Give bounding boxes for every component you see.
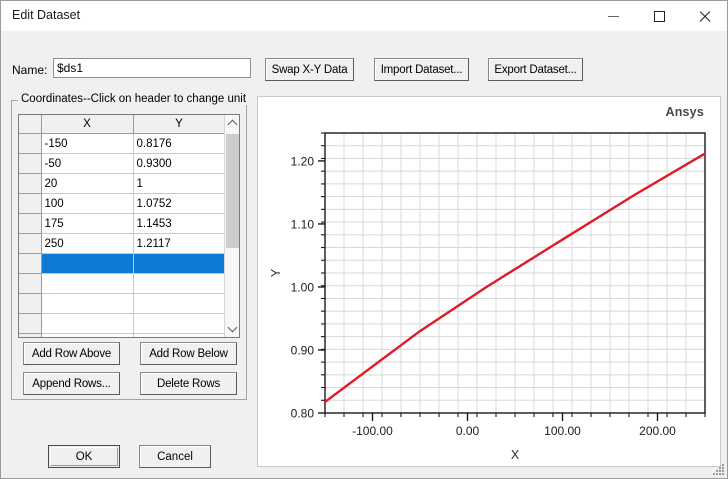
chart-panel[interactable]: Ansys 0.80 0.90 1.00 1.10 1.20 -100.00 0.00 100… [257,96,721,467]
row-selector[interactable] [19,233,42,254]
cell-y[interactable]: 0.8176 [133,133,226,154]
minimize-button[interactable] [592,1,637,31]
svg-text:X: X [511,448,520,462]
title-bar[interactable]: Edit Dataset [1,1,727,31]
svg-text:200.00: 200.00 [639,424,676,438]
table-row[interactable]: -50 0.9300 [19,153,226,174]
ok-button[interactable]: OK [48,445,120,468]
maximize-icon [654,11,665,22]
cell-x[interactable]: 250 [41,233,134,254]
chevron-down-icon [227,322,238,333]
cancel-button[interactable]: Cancel [139,445,211,468]
grid-vertical-scrollbar[interactable] [224,115,239,337]
svg-text:0.90: 0.90 [291,343,315,357]
window-title: Edit Dataset [12,8,81,22]
name-input[interactable] [53,58,251,78]
svg-text:Y: Y [269,268,283,277]
row-selector[interactable] [19,153,42,174]
cell-y[interactable]: 1.1453 [133,213,226,234]
coordinates-grid[interactable]: X Y -150 0.8176 -50 0.9300 20 [18,114,240,338]
column-header-x[interactable]: X [41,115,134,134]
row-selector[interactable] [19,313,42,334]
scroll-down-button[interactable] [225,320,239,337]
cell-y[interactable] [133,333,226,337]
cell-y[interactable]: 1 [133,173,226,194]
cell-y[interactable]: 0.9300 [133,153,226,174]
append-rows-button[interactable]: Append Rows... [23,372,120,395]
cell-x[interactable]: 100 [41,193,134,214]
cell-x[interactable]: -50 [41,153,134,174]
row-selector[interactable] [19,273,42,294]
add-row-above-button[interactable]: Add Row Above [23,342,120,365]
svg-text:0.80: 0.80 [291,407,315,421]
import-dataset-button[interactable]: Import Dataset... [374,58,469,81]
coordinates-group-legend: Coordinates--Click on header to change u… [18,93,250,105]
maximize-button[interactable] [637,1,682,31]
delete-rows-button[interactable]: Delete Rows [140,372,237,395]
cell-y[interactable] [133,273,226,294]
table-row[interactable] [19,273,226,294]
name-label: Name: [12,63,48,77]
minimize-icon [608,16,619,17]
scrollbar-thumb[interactable] [226,134,239,248]
cell-x[interactable] [41,273,134,294]
close-icon [698,10,711,23]
export-dataset-button[interactable]: Export Dataset... [488,58,583,81]
cell-x[interactable] [41,333,134,337]
row-selector[interactable] [19,293,42,314]
table-row[interactable] [19,293,226,314]
row-selector[interactable] [19,193,42,214]
row-selector[interactable] [19,253,42,274]
swap-xy-data-button[interactable]: Swap X-Y Data [265,58,354,81]
svg-text:1.00: 1.00 [291,280,315,294]
row-selector[interactable] [19,333,42,337]
dataset-plot: 0.80 0.90 1.00 1.10 1.20 -100.00 0.00 100.00 200… [269,132,707,462]
table-row[interactable]: 175 1.1453 [19,213,226,234]
cell-y[interactable]: 1.2117 [133,233,226,254]
ok-button-label: OK [75,450,93,463]
ansys-watermark: Ansys [665,105,704,119]
cell-x[interactable]: 175 [41,213,134,234]
row-selector[interactable] [19,173,42,194]
scroll-up-button[interactable] [225,115,239,132]
cell-x[interactable]: -150 [41,133,134,154]
table-row[interactable]: 250 1.2117 [19,233,226,254]
coordinates-table: X Y -150 0.8176 -50 0.9300 20 [19,115,226,337]
cell-x[interactable]: 20 [41,173,134,194]
table-row[interactable]: 20 1 [19,173,226,194]
cell-x[interactable] [41,253,134,274]
close-button[interactable] [682,1,727,31]
svg-text:0.00: 0.00 [456,424,480,438]
svg-text:1.20: 1.20 [291,154,315,168]
cell-x[interactable] [41,313,134,334]
column-header-y[interactable]: Y [133,115,226,134]
table-row[interactable] [19,313,226,334]
chevron-up-icon [227,119,238,130]
resize-grip-icon[interactable] [712,463,725,476]
cell-y[interactable] [133,293,226,314]
row-selector[interactable] [19,213,42,234]
row-selector[interactable] [19,133,42,154]
cell-x[interactable] [41,293,134,314]
add-row-below-button[interactable]: Add Row Below [140,342,237,365]
table-row[interactable] [19,333,226,337]
table-body: -150 0.8176 -50 0.9300 20 1 100 1.0752 [19,133,226,337]
table-row[interactable]: -150 0.8176 [19,133,226,154]
cell-y[interactable] [133,313,226,334]
svg-text:-100.00: -100.00 [352,424,393,438]
table-row-selected[interactable] [19,253,226,274]
table-header-row: X Y [19,115,226,134]
cell-y[interactable] [133,253,226,274]
cell-y[interactable]: 1.0752 [133,193,226,214]
column-header-select[interactable] [19,115,42,134]
svg-text:100.00: 100.00 [544,424,581,438]
svg-text:1.10: 1.10 [291,217,315,231]
table-row[interactable]: 100 1.0752 [19,193,226,214]
